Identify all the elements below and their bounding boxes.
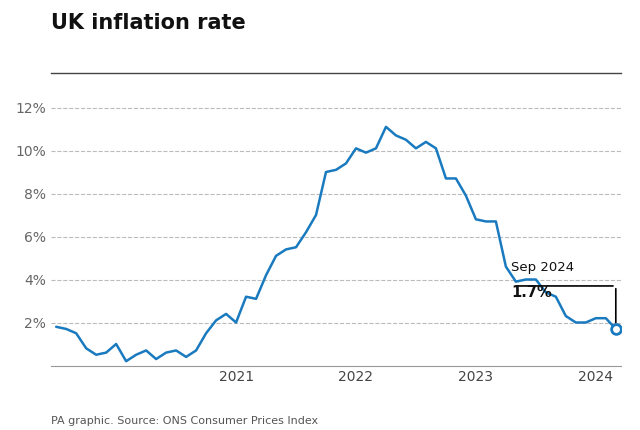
Text: Sep 2024: Sep 2024: [511, 261, 574, 274]
Text: 1.7%: 1.7%: [511, 285, 552, 300]
Text: UK inflation rate: UK inflation rate: [51, 13, 246, 33]
Text: PA graphic. Source: ONS Consumer Prices Index: PA graphic. Source: ONS Consumer Prices …: [51, 416, 318, 426]
